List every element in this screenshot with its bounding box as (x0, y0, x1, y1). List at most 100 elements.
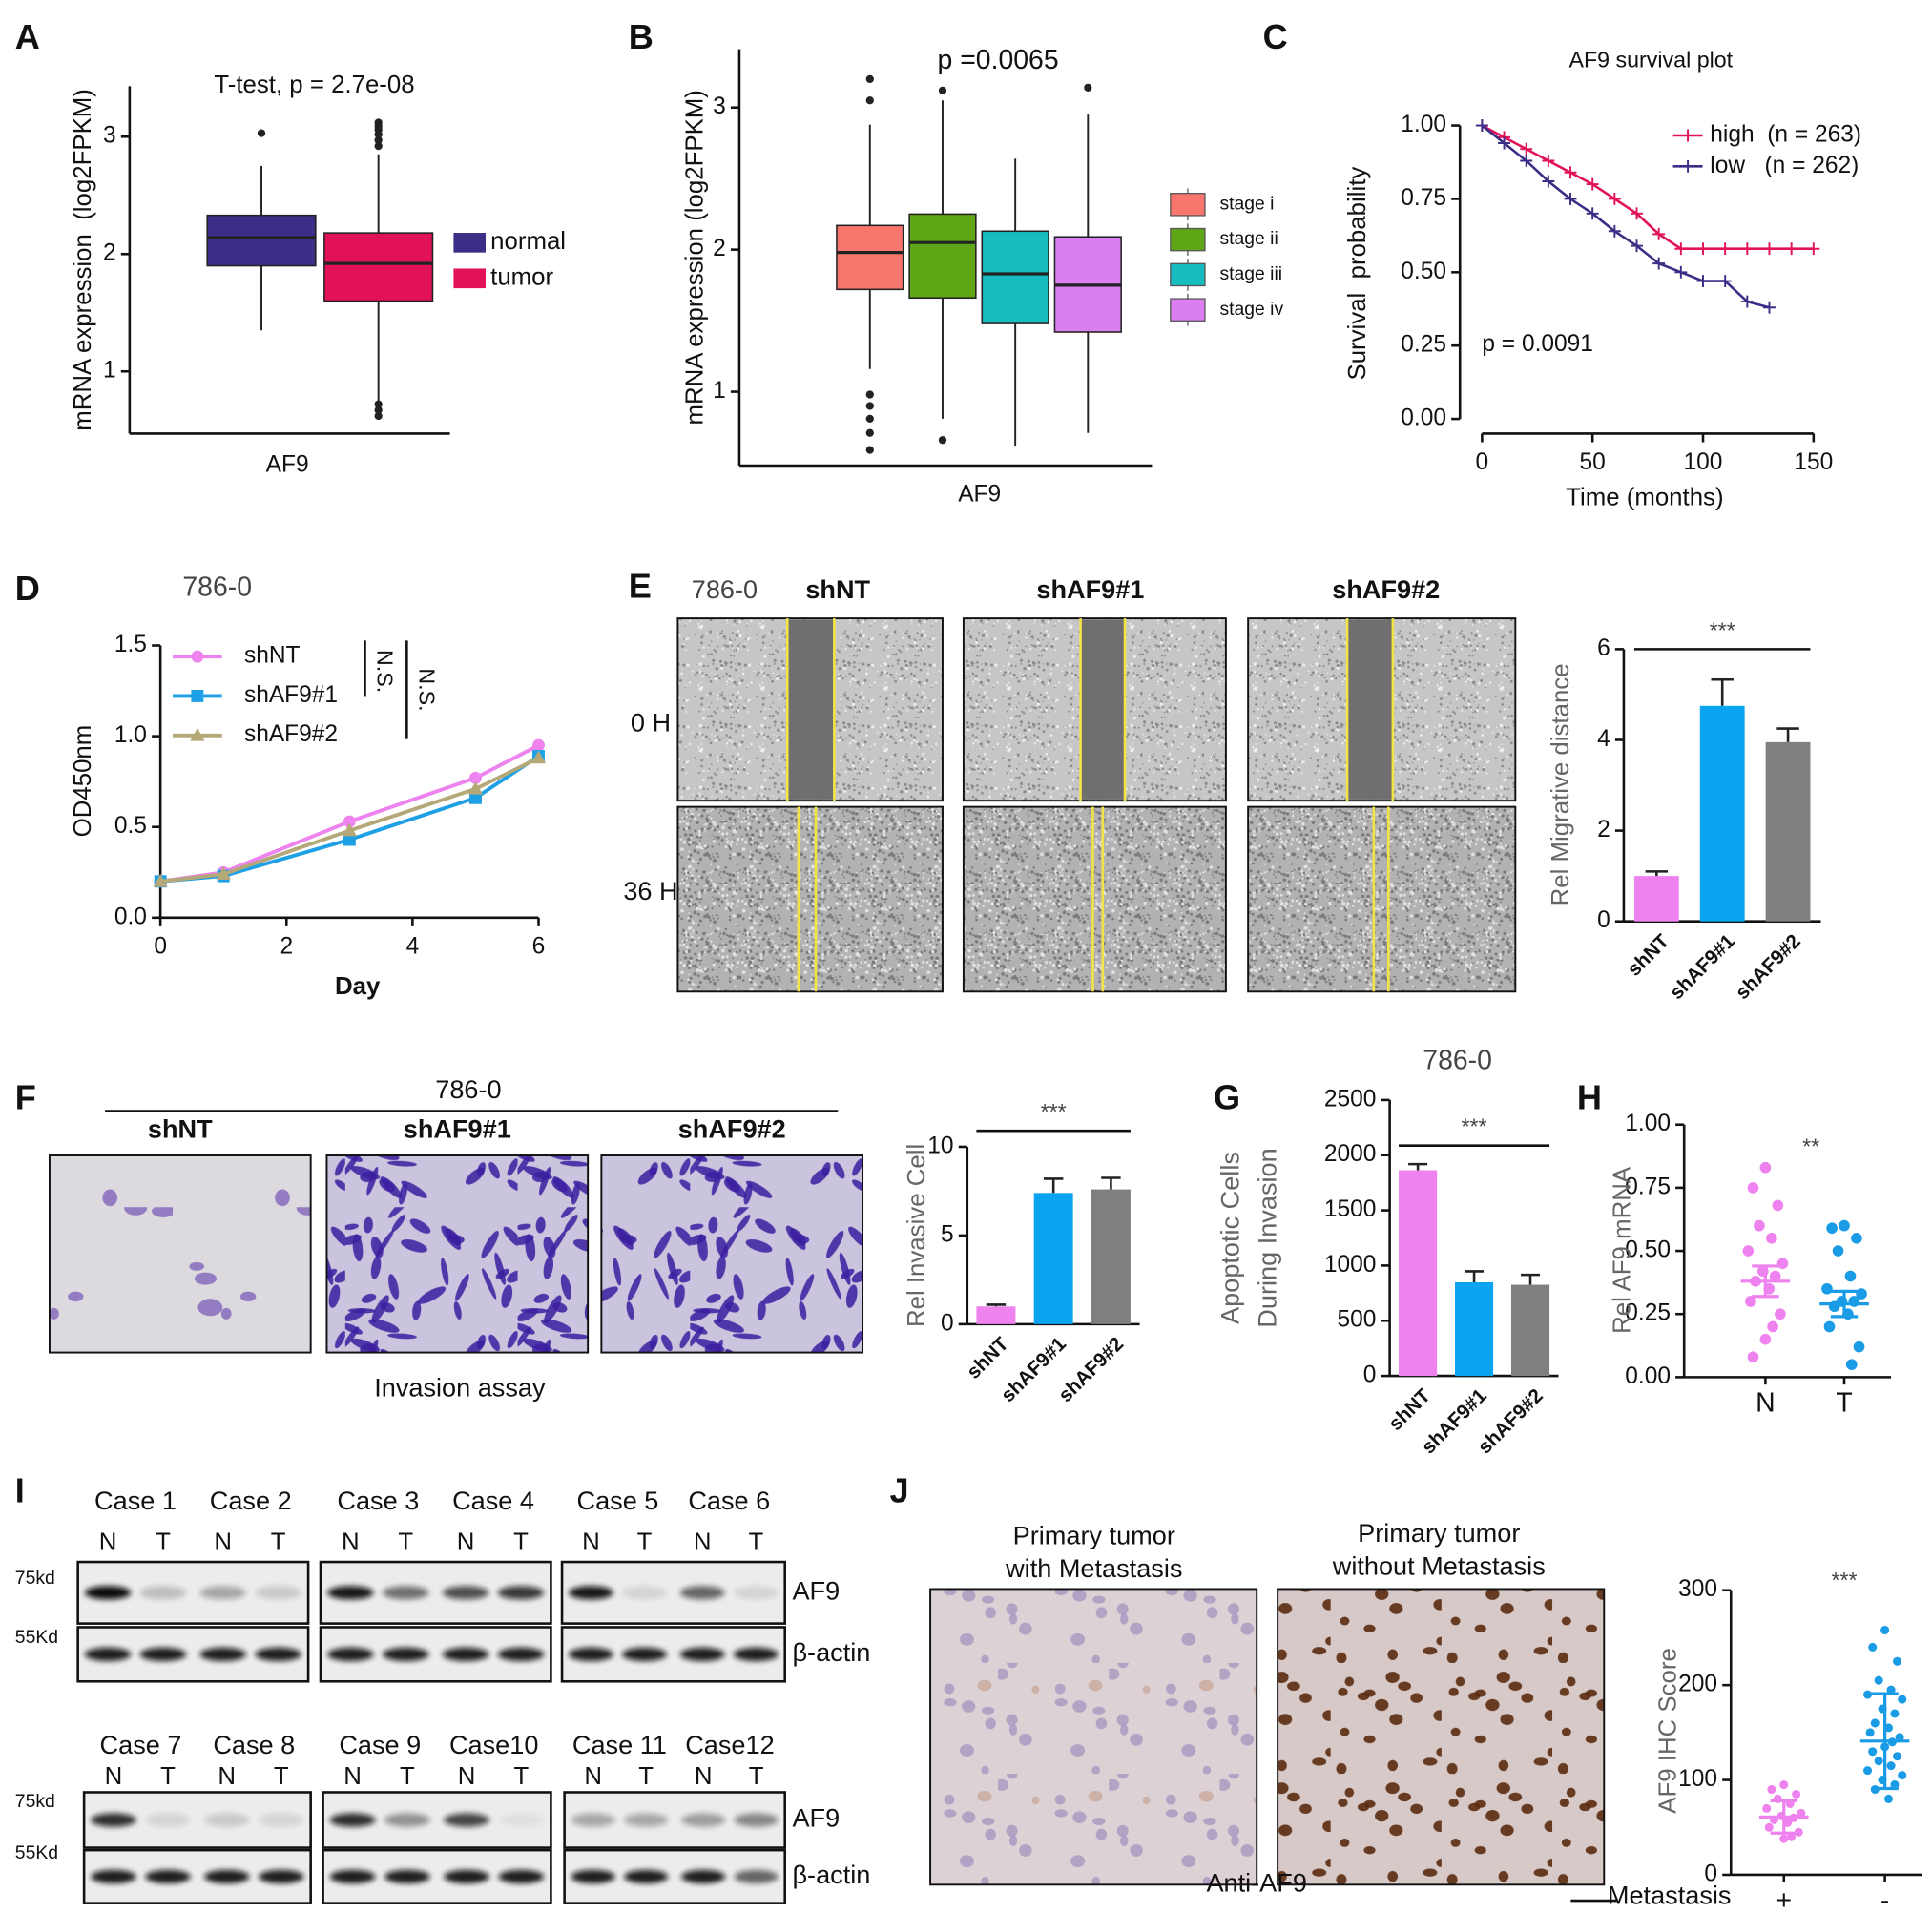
band (444, 1813, 489, 1827)
y-tick-label: 2000 (1324, 1141, 1377, 1167)
y-tick-label: 200 (1678, 1672, 1717, 1697)
case-label: Case 9 (339, 1730, 421, 1759)
point (1821, 1282, 1833, 1295)
band (139, 1586, 187, 1600)
group-label: shNT (805, 574, 870, 604)
marker (191, 650, 204, 663)
y-tick-label: 1.5 (114, 632, 147, 657)
band (624, 1813, 669, 1827)
protein-label: β-actin (792, 1637, 870, 1667)
point (1890, 1709, 1900, 1718)
y-tick-label: 2 (713, 236, 726, 261)
band (199, 1647, 246, 1661)
y-axis-label: During Invasion (1252, 1148, 1281, 1327)
bar (1455, 1282, 1494, 1377)
protein-label: β-actin (792, 1860, 870, 1889)
band (498, 1869, 545, 1884)
panel-letter: J (889, 1470, 908, 1509)
case-label: Case 1 (94, 1486, 177, 1515)
y-tick-label: 3 (713, 94, 726, 119)
micrograph (1277, 1588, 1606, 1886)
chart-title: T-test, p = 2.7e-08 (214, 72, 414, 98)
lane-label: T (160, 1763, 176, 1790)
y-tick-label: 1.00 (1401, 112, 1446, 137)
outlier (374, 141, 383, 151)
outlier (865, 390, 874, 399)
outlier (374, 135, 383, 145)
y-tick-label: 1 (103, 358, 116, 384)
band (571, 1813, 615, 1827)
bar (1633, 876, 1679, 922)
y-tick-label: 300 (1678, 1576, 1717, 1602)
y-tick-label: 2 (1597, 817, 1610, 842)
case-label: Case10 (449, 1730, 538, 1759)
point (1779, 1780, 1789, 1790)
point (1886, 1685, 1896, 1695)
box (323, 232, 434, 302)
point (1856, 1288, 1867, 1300)
lane-label: N (694, 1529, 712, 1556)
mw-marker: 75kd (15, 1568, 55, 1589)
panel-letter: A (15, 17, 40, 56)
outlier (374, 405, 383, 414)
box (908, 213, 977, 300)
legend-label: high (n = 263) (1710, 121, 1861, 147)
micrograph (600, 1154, 864, 1354)
y-axis-label: Rel Migrative distance (1548, 663, 1574, 905)
lane-label: T (398, 1529, 413, 1556)
legend-label: low (n = 262) (1710, 153, 1859, 178)
bar (1765, 741, 1811, 922)
marker (1696, 242, 1710, 256)
legend-key (1170, 262, 1206, 287)
y-tick-label: 0.25 (1401, 332, 1446, 358)
band (199, 1586, 246, 1600)
outlier (938, 86, 947, 94)
micrograph (962, 805, 1227, 993)
point (1874, 1757, 1883, 1766)
x-tick-label: 4 (406, 933, 420, 959)
mw-marker: 55Kd (15, 1842, 58, 1863)
case-label: Case 11 (572, 1730, 667, 1759)
y-tick-label: 4 (1597, 726, 1610, 752)
band (733, 1647, 779, 1661)
marker (1586, 177, 1599, 191)
lane-label: N (584, 1763, 602, 1790)
marker (532, 738, 545, 752)
y-tick-label: 0.00 (1625, 1363, 1671, 1389)
y-tick-label: 1000 (1324, 1252, 1377, 1278)
lane-label: T (156, 1529, 171, 1556)
marker (216, 866, 231, 880)
group-label: shNT (148, 1113, 213, 1143)
band (497, 1586, 545, 1600)
y-tick-label: 0.75 (1401, 185, 1446, 211)
bar (1091, 1189, 1131, 1324)
point (1868, 1642, 1878, 1652)
y-tick-label: 10 (927, 1133, 953, 1158)
marker (1785, 242, 1798, 256)
band (681, 1869, 726, 1884)
point (1742, 1245, 1755, 1257)
band (84, 1647, 132, 1661)
case-label: Case 5 (577, 1486, 659, 1515)
x-axis-label: Day (335, 973, 381, 1000)
band (204, 1813, 250, 1827)
case-label: Case 3 (337, 1486, 419, 1515)
point (1826, 1222, 1838, 1235)
point (1772, 1199, 1784, 1212)
lane-label: N (105, 1763, 123, 1790)
bar (1033, 1193, 1073, 1324)
point (1762, 1803, 1772, 1813)
band (91, 1813, 136, 1827)
y-tick-label: 100 (1678, 1766, 1717, 1792)
panel-letter: G (1214, 1077, 1240, 1116)
mw-marker: 75kd (15, 1791, 55, 1812)
marker (1681, 159, 1694, 173)
point (1775, 1308, 1786, 1320)
legend-key (1170, 227, 1206, 252)
wound-gap (787, 619, 835, 800)
outlier (938, 436, 947, 445)
protein-label: AF9 (792, 1575, 840, 1605)
marker (1718, 275, 1732, 288)
lane-label: N (582, 1529, 600, 1556)
